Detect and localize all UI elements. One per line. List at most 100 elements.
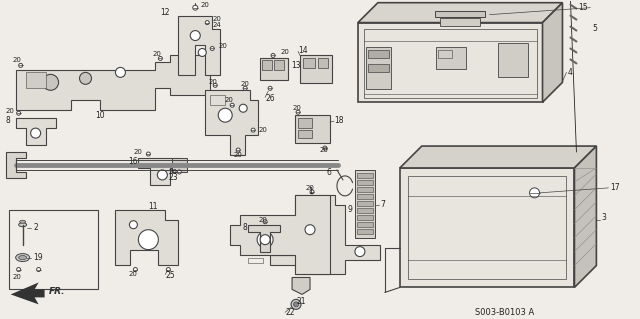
Text: 20: 20 — [218, 43, 227, 49]
Polygon shape — [358, 23, 543, 102]
Bar — [436, 48, 466, 70]
Circle shape — [529, 188, 540, 198]
Text: 20: 20 — [152, 51, 161, 57]
Circle shape — [193, 5, 198, 10]
Bar — [260, 58, 288, 80]
Circle shape — [190, 31, 200, 41]
Bar — [210, 95, 225, 105]
Circle shape — [205, 21, 209, 25]
Text: FR.: FR. — [49, 287, 65, 296]
Text: 23: 23 — [168, 174, 178, 182]
Circle shape — [310, 190, 314, 194]
Bar — [364, 29, 536, 98]
Text: 9: 9 — [348, 205, 353, 214]
Text: 26: 26 — [265, 94, 275, 103]
Circle shape — [210, 47, 214, 50]
Polygon shape — [6, 152, 26, 178]
Text: 20: 20 — [258, 127, 267, 133]
Bar — [172, 158, 188, 172]
Text: 20: 20 — [133, 149, 142, 155]
Polygon shape — [15, 56, 210, 110]
Bar — [298, 118, 312, 128]
Circle shape — [36, 268, 40, 271]
Circle shape — [308, 228, 322, 241]
Bar — [357, 201, 373, 206]
Bar — [440, 18, 479, 26]
Polygon shape — [400, 146, 596, 168]
Circle shape — [323, 146, 327, 150]
Text: S003-B0103 A: S003-B0103 A — [475, 308, 534, 317]
Circle shape — [305, 225, 315, 235]
Text: 25: 25 — [165, 271, 175, 280]
Text: 18: 18 — [334, 116, 344, 125]
Circle shape — [239, 104, 247, 112]
Bar — [298, 130, 312, 138]
Circle shape — [79, 72, 92, 84]
Text: 8: 8 — [6, 116, 10, 125]
Bar — [408, 176, 566, 279]
Polygon shape — [575, 146, 596, 287]
Circle shape — [166, 268, 170, 271]
Polygon shape — [205, 90, 258, 155]
Bar — [303, 58, 315, 68]
Bar — [357, 215, 373, 220]
Circle shape — [19, 63, 22, 67]
Bar — [295, 115, 330, 143]
Text: 8: 8 — [242, 223, 247, 232]
Circle shape — [268, 86, 272, 90]
Circle shape — [213, 83, 217, 87]
Polygon shape — [115, 210, 179, 264]
Circle shape — [263, 220, 267, 224]
Bar — [357, 187, 373, 192]
Bar — [274, 60, 284, 70]
Text: 16: 16 — [129, 158, 138, 167]
Polygon shape — [358, 3, 563, 23]
Text: 20: 20 — [233, 152, 242, 158]
Text: 1: 1 — [308, 187, 313, 197]
Circle shape — [257, 232, 273, 248]
Circle shape — [115, 67, 125, 78]
Bar — [26, 72, 45, 88]
Bar — [357, 173, 373, 178]
Circle shape — [31, 128, 40, 138]
Text: 5: 5 — [593, 24, 597, 33]
Circle shape — [236, 148, 240, 152]
Polygon shape — [138, 158, 180, 185]
Text: 3: 3 — [602, 213, 606, 222]
Text: 20: 20 — [224, 97, 233, 103]
Bar — [248, 257, 263, 263]
Circle shape — [43, 74, 59, 90]
Bar — [435, 11, 484, 17]
Bar — [357, 222, 373, 227]
Bar — [300, 56, 332, 83]
Circle shape — [294, 302, 298, 307]
Ellipse shape — [19, 256, 27, 260]
Text: 20: 20 — [240, 81, 249, 87]
Bar — [262, 60, 272, 70]
Text: 20: 20 — [13, 57, 22, 63]
Text: 20: 20 — [6, 108, 15, 114]
Bar — [318, 58, 328, 68]
Text: 20: 20 — [320, 147, 329, 153]
Text: 10: 10 — [95, 111, 105, 120]
Polygon shape — [270, 195, 380, 274]
Circle shape — [218, 108, 232, 122]
Polygon shape — [11, 282, 45, 304]
Circle shape — [355, 247, 365, 256]
Bar — [357, 208, 373, 213]
Bar — [368, 64, 389, 72]
Polygon shape — [15, 118, 56, 145]
Text: 17: 17 — [611, 183, 620, 192]
Ellipse shape — [19, 223, 27, 227]
Text: 20: 20 — [200, 2, 209, 8]
Circle shape — [147, 152, 150, 156]
Circle shape — [198, 48, 206, 56]
Bar — [357, 229, 373, 234]
Text: 20: 20 — [292, 105, 301, 111]
Circle shape — [291, 300, 301, 309]
Polygon shape — [543, 3, 563, 102]
Bar — [498, 42, 527, 78]
Text: 19: 19 — [34, 253, 44, 262]
Circle shape — [251, 128, 255, 132]
Polygon shape — [292, 278, 310, 294]
